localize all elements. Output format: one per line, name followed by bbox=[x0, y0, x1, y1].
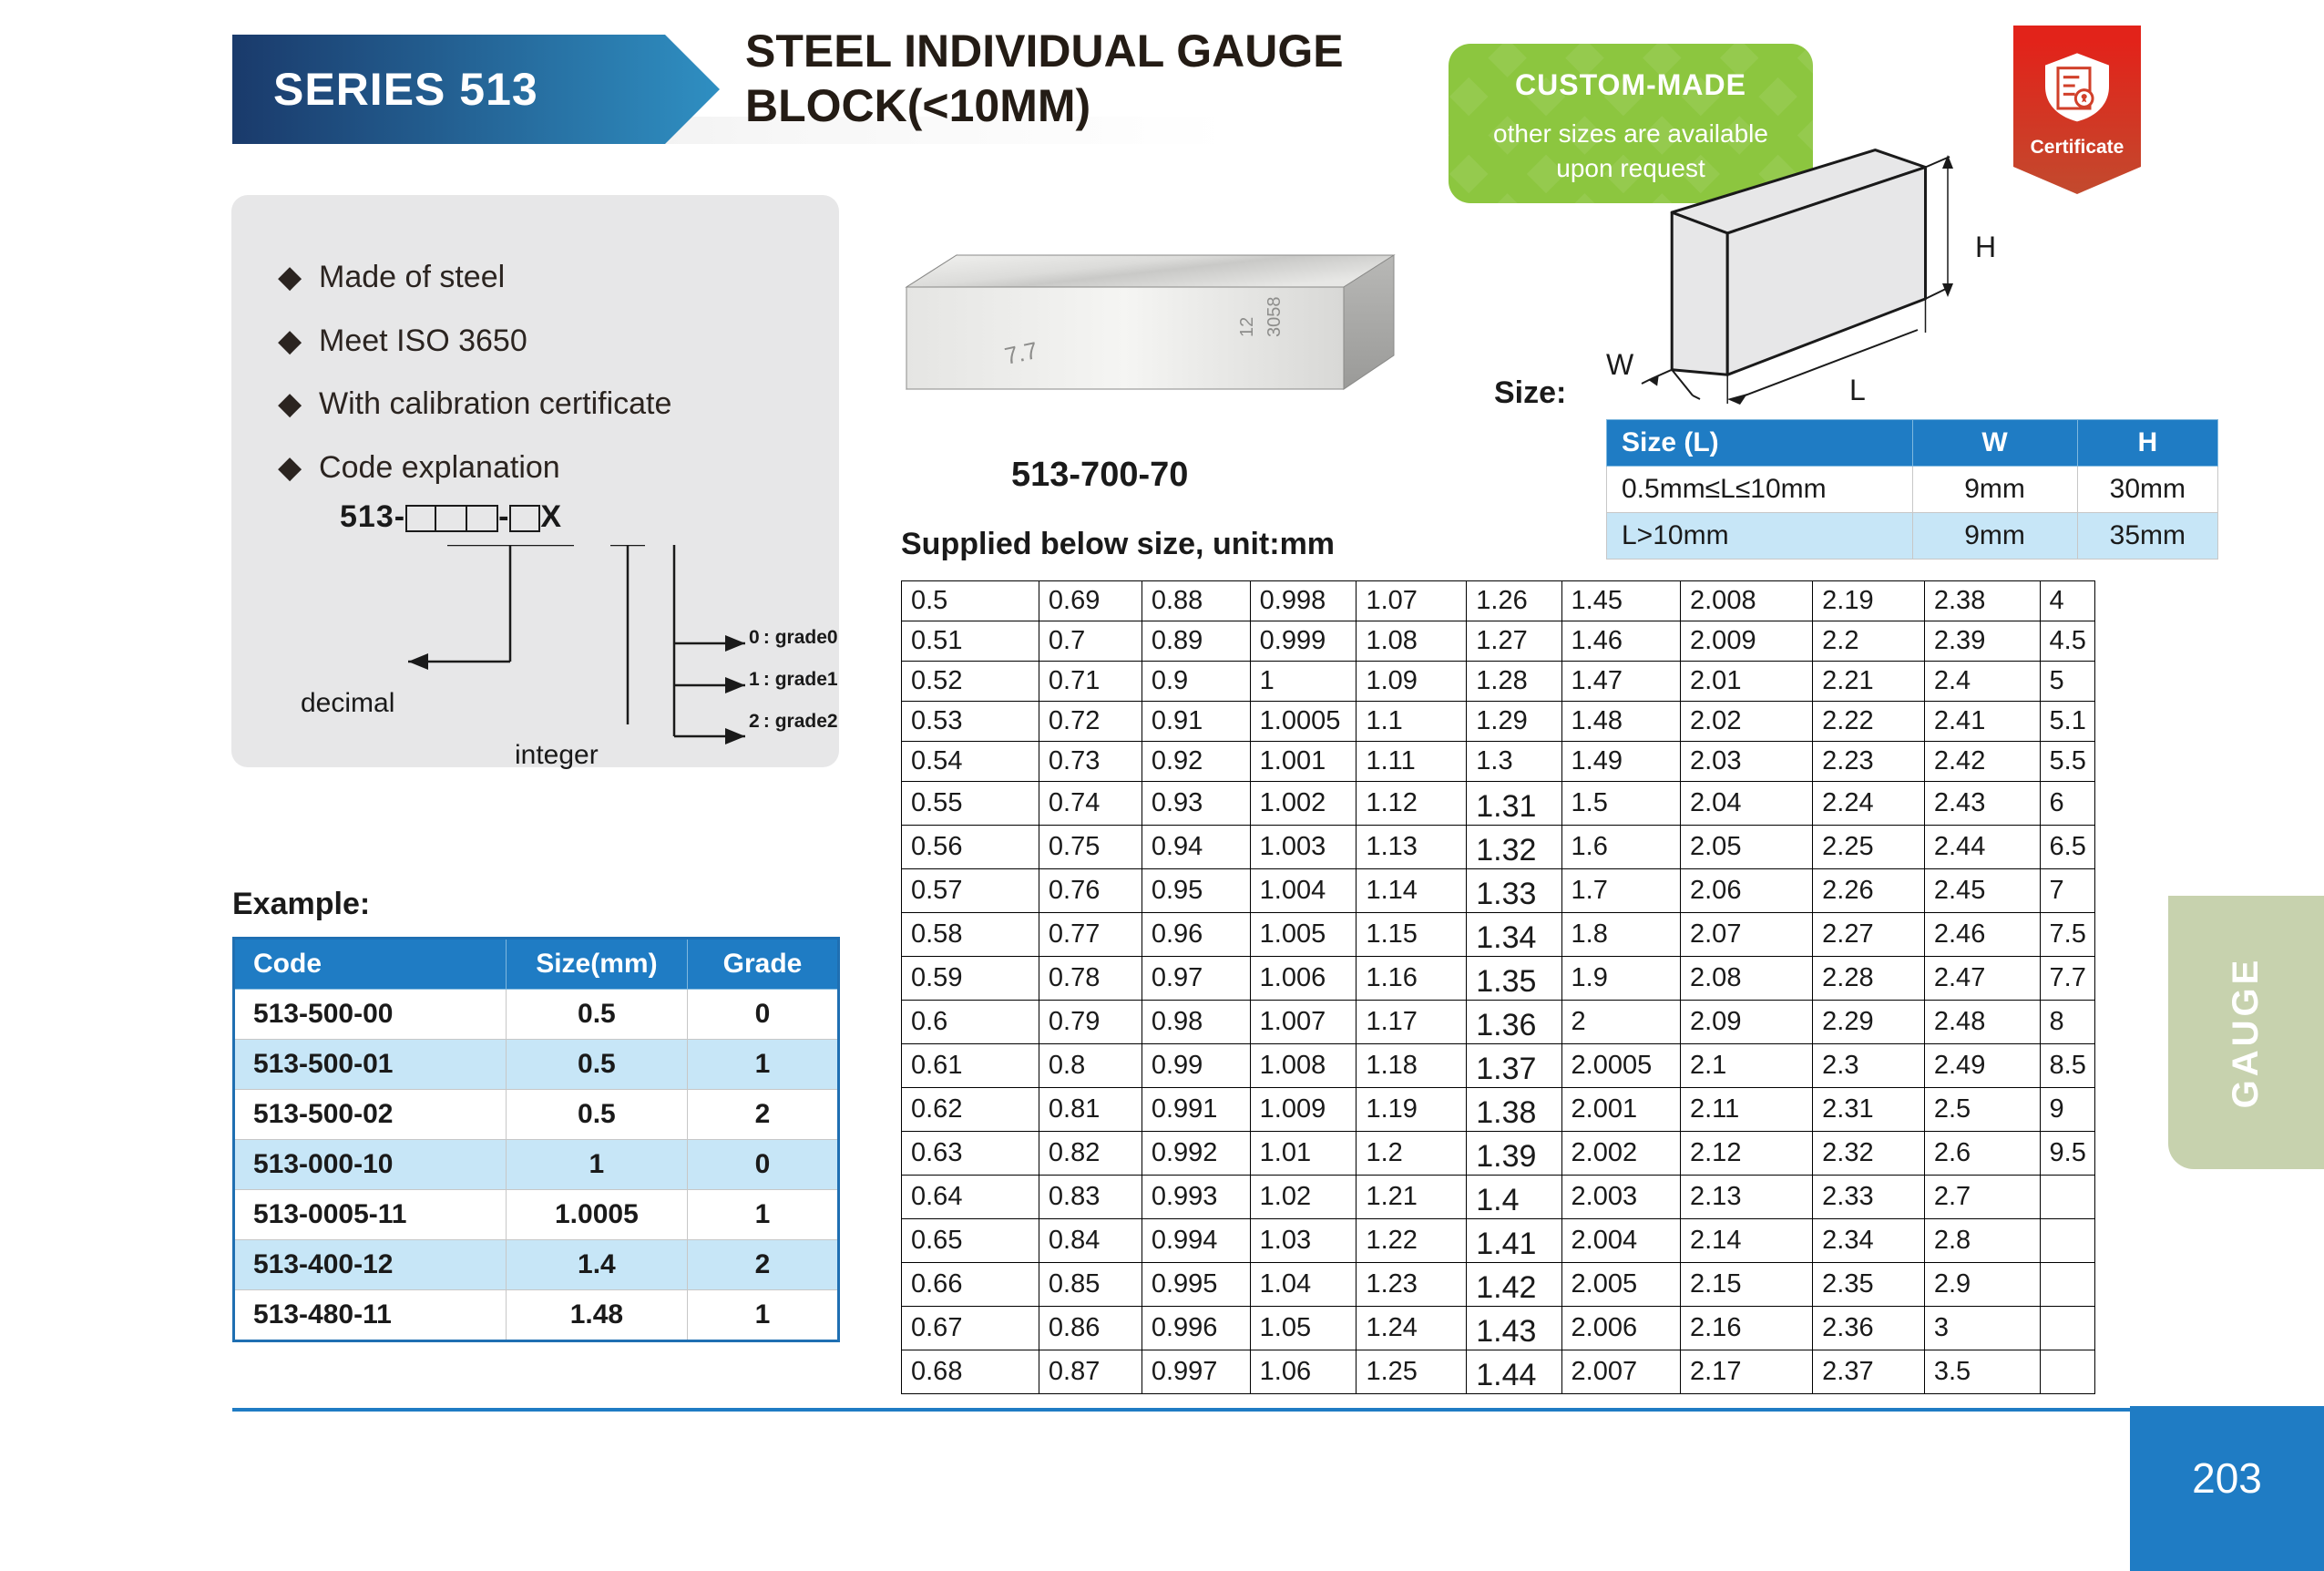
svg-text:12: 12 bbox=[1237, 317, 1257, 337]
svg-text:3058: 3058 bbox=[1264, 297, 1285, 338]
